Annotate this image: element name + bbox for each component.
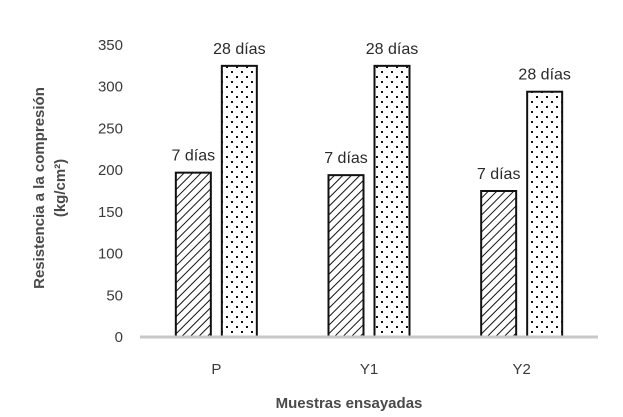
x-axis-title: Muestras ensayadas [276,395,423,412]
y-axis-title-line2: (kg/cm²) [52,159,69,217]
data-label: 7 días [324,150,368,167]
y-tick-label: 100 [98,246,123,263]
x-axis-category-labels: P Y1 Y2 [211,361,531,378]
x-category-label: P [211,361,221,378]
y-axis-title-line1: Resistencia a la compresión [31,87,48,289]
y-tick-label: 50 [106,287,123,304]
y-tick-label: 300 [98,79,123,96]
y-tick-label: 350 [98,37,123,54]
bar-y2-series-2 [526,90,564,338]
y-tick-label: 0 [115,329,123,346]
y-tick-label: 150 [98,204,123,221]
y-axis-ticks: 0 50 100 150 200 250 300 350 [98,37,123,346]
data-label: 28 días [518,67,570,84]
x-category-label: Y2 [512,361,530,378]
data-label: 28 días [366,41,418,58]
y-axis-title: Resistencia a la compresión (kg/cm²) [31,87,69,289]
data-label: 7 días [172,148,216,165]
bar-y1-series-2 [373,64,411,338]
data-labels-group: 7 días 28 días 7 días 28 días 7 días 28 días [172,41,571,183]
bar-y1-series-1 [327,174,365,338]
y-tick-label: 250 [98,120,123,137]
x-category-label: Y1 [360,361,378,378]
bar-p-series-1 [174,171,212,338]
y-tick-label: 200 [98,162,123,179]
bar-p-series-2 [220,64,258,338]
bar-y2-series-1 [480,190,518,338]
data-label: 7 días [477,166,521,183]
bars-group [174,64,564,338]
data-label: 28 días [213,41,265,58]
